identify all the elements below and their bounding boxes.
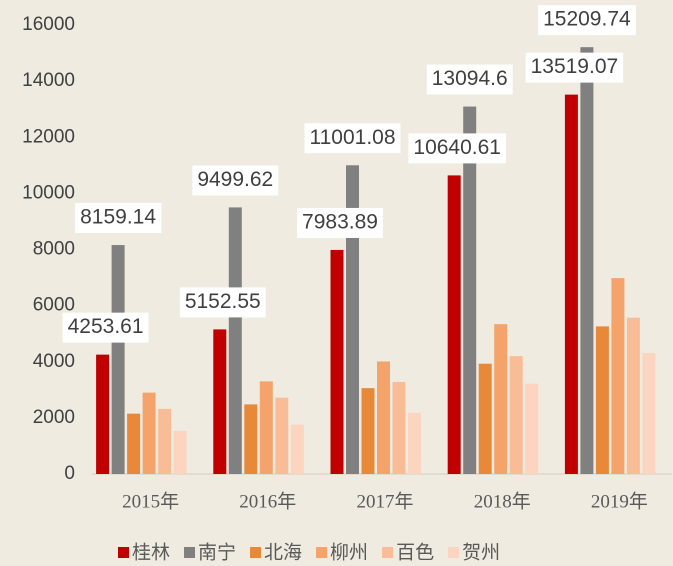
bar	[626, 317, 640, 474]
x-tick-label: 2018年	[474, 490, 531, 512]
data-label: 13519.07	[525, 52, 624, 83]
data-label-box	[538, 5, 637, 36]
legend-swatch	[316, 547, 328, 558]
y-tick-label: 8000	[33, 239, 75, 260]
legend-swatch	[118, 547, 129, 558]
bar	[361, 388, 375, 474]
bar	[142, 392, 156, 474]
data-label-text: 4253.61	[68, 315, 144, 338]
legend-swatch	[448, 547, 460, 558]
data-label: 11001.08	[304, 123, 401, 154]
y-tick-label: 14000	[22, 70, 75, 91]
bar	[447, 175, 461, 474]
data-label-text: 10640.61	[413, 136, 501, 159]
bar	[525, 383, 539, 474]
bar	[111, 245, 125, 474]
bar	[494, 324, 508, 474]
bar	[377, 361, 390, 474]
data-label-box	[525, 52, 624, 83]
legend-swatch	[382, 547, 394, 558]
bar	[478, 363, 492, 474]
y-tick-label: 10000	[22, 182, 75, 203]
data-label-text: 11001.08	[309, 126, 395, 149]
bar	[564, 94, 578, 475]
y-tick-label: 2000	[33, 407, 75, 428]
bar	[595, 326, 609, 474]
legend-label: 北海	[264, 542, 302, 564]
bar	[275, 397, 289, 474]
bar	[392, 381, 406, 474]
data-label-text: 8159.14	[80, 206, 156, 229]
data-label: 9499.62	[192, 165, 279, 196]
data-label-box	[408, 133, 506, 164]
data-label: 4253.61	[62, 312, 149, 343]
data-label-box	[75, 203, 162, 234]
y-tick-label: 4000	[33, 351, 75, 372]
data-label: 15209.74	[538, 5, 637, 36]
data-label-box	[426, 64, 513, 95]
x-tick-label: 2019年	[591, 490, 648, 512]
bar	[158, 408, 172, 474]
bar	[228, 207, 242, 474]
data-label-box	[297, 207, 383, 238]
bar	[509, 356, 523, 474]
y-tick-label: 16000	[22, 14, 75, 35]
data-label: 10640.61	[408, 133, 506, 164]
bar	[408, 412, 421, 474]
data-label-box	[192, 165, 279, 196]
y-tick-label: 12000	[22, 126, 75, 147]
bar	[611, 278, 625, 474]
data-label-text: 7983.89	[302, 210, 378, 233]
data-label-text: 13519.07	[531, 55, 619, 78]
legend-swatch	[184, 547, 196, 558]
bar	[580, 47, 594, 475]
legend-label: 百色	[396, 542, 434, 564]
data-label-text: 5152.55	[185, 290, 261, 313]
bar	[642, 353, 656, 474]
data-label: 13094.6	[426, 64, 513, 95]
data-label-text: 9499.62	[197, 168, 273, 191]
bar	[173, 431, 187, 474]
legend-swatch	[250, 547, 262, 558]
data-label: 8159.14	[75, 203, 162, 234]
x-tick-label: 2017年	[356, 490, 413, 512]
data-label-text: 15209.74	[543, 8, 631, 31]
bar	[96, 354, 110, 474]
data-label-box	[62, 312, 149, 343]
data-label: 7983.89	[297, 207, 383, 238]
x-tick-label: 2016年	[239, 490, 296, 512]
legend-label: 桂林	[132, 542, 170, 564]
bar	[330, 249, 344, 474]
data-label-box	[179, 287, 266, 318]
bar	[463, 106, 477, 475]
y-tick-label: 0	[64, 463, 75, 484]
bar	[127, 413, 141, 474]
legend-label: 贺州	[462, 542, 500, 564]
x-tick-label: 2015年	[122, 490, 179, 512]
legend-label: 南宁	[198, 542, 236, 564]
bar	[346, 165, 359, 474]
y-tick-label: 6000	[33, 295, 75, 316]
data-label: 5152.55	[179, 287, 266, 318]
bar	[213, 329, 227, 474]
bar	[259, 381, 273, 474]
data-label-text: 13094.6	[432, 67, 508, 90]
data-label-box	[304, 123, 401, 154]
bar	[290, 424, 304, 474]
bar	[244, 404, 258, 474]
legend-label: 柳州	[330, 542, 368, 564]
